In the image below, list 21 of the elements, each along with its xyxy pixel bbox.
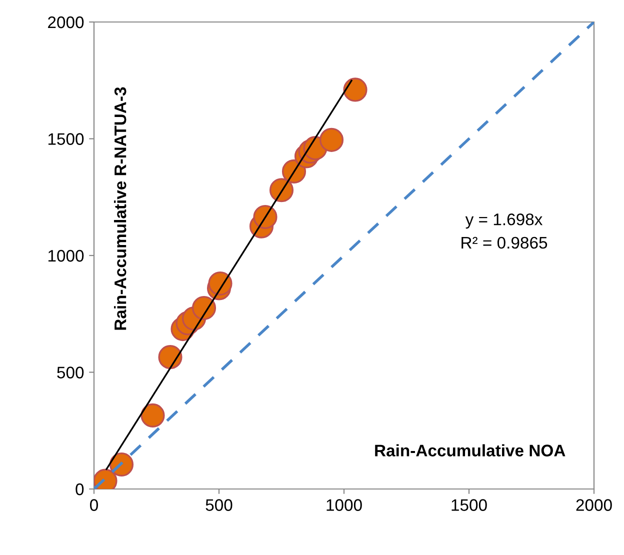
- point: [319, 128, 344, 152]
- point: [253, 204, 278, 230]
- y-axis-title: Rain-Accumulative R-NATUA-3: [114, 87, 126, 330]
- y-tick-label: 1500: [48, 133, 84, 145]
- point: [140, 403, 165, 428]
- annotation: R² = 0.9865: [462, 236, 548, 249]
- x-tick-label: 1500: [452, 499, 487, 511]
- y-tick-label: 0: [76, 483, 84, 496]
- annotation: y = 1.698x: [465, 214, 543, 229]
- x-tick-label: 1000: [326, 499, 362, 511]
- x-axis-title: Rain-Accumulative NOA: [375, 444, 566, 456]
- x-tick-label: 2000: [576, 499, 612, 511]
- point: [158, 345, 182, 370]
- point: [192, 296, 216, 320]
- point: [208, 271, 232, 296]
- y-tick-label: 1000: [48, 250, 84, 262]
- x-tick-label: 500: [206, 499, 232, 511]
- x-tick-label: 0: [90, 499, 98, 511]
- y-tick-label: 500: [57, 366, 84, 378]
- point: [343, 78, 368, 102]
- y-tick-label: 2000: [48, 16, 84, 28]
